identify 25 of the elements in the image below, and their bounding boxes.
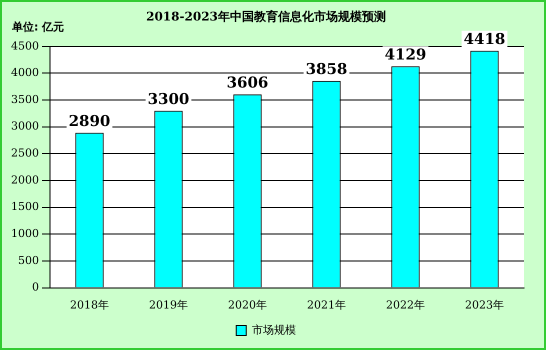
data-label: 2890 <box>68 112 110 130</box>
y-tick-label: 2500 <box>10 146 39 160</box>
y-tick-label: 0 <box>32 280 39 294</box>
y-tick-label: 4500 <box>10 39 39 52</box>
legend-label: 市场规模 <box>252 323 296 336</box>
x-tick-label: 2019年 <box>148 298 188 312</box>
x-tick-label: 2018年 <box>70 298 109 312</box>
data-label: 3606 <box>226 74 268 92</box>
chart-title: 2018-2023年中国教育信息化市场规模预测 <box>146 9 386 24</box>
data-label: 4129 <box>384 46 426 64</box>
x-tick-label: 2022年 <box>386 298 425 312</box>
y-tick-label: 2000 <box>10 173 39 186</box>
x-tick-label: 2021年 <box>307 298 346 312</box>
y-tick-label: 3000 <box>10 120 39 133</box>
y-tick-label: 4000 <box>10 66 39 80</box>
y-tick-label: 3500 <box>10 92 39 106</box>
y-tick-label: 1000 <box>10 227 39 240</box>
y-tick-label: 1500 <box>10 200 39 214</box>
text: 单位: 亿元 <box>11 20 64 34</box>
x-tick-label: 2023年 <box>465 298 504 312</box>
x-tick-label: 2020年 <box>228 298 267 312</box>
data-label: 3300 <box>148 90 190 108</box>
data-label: 4418 <box>464 30 506 48</box>
data-label: 3858 <box>306 60 348 78</box>
y-tick-label: 500 <box>18 254 39 267</box>
